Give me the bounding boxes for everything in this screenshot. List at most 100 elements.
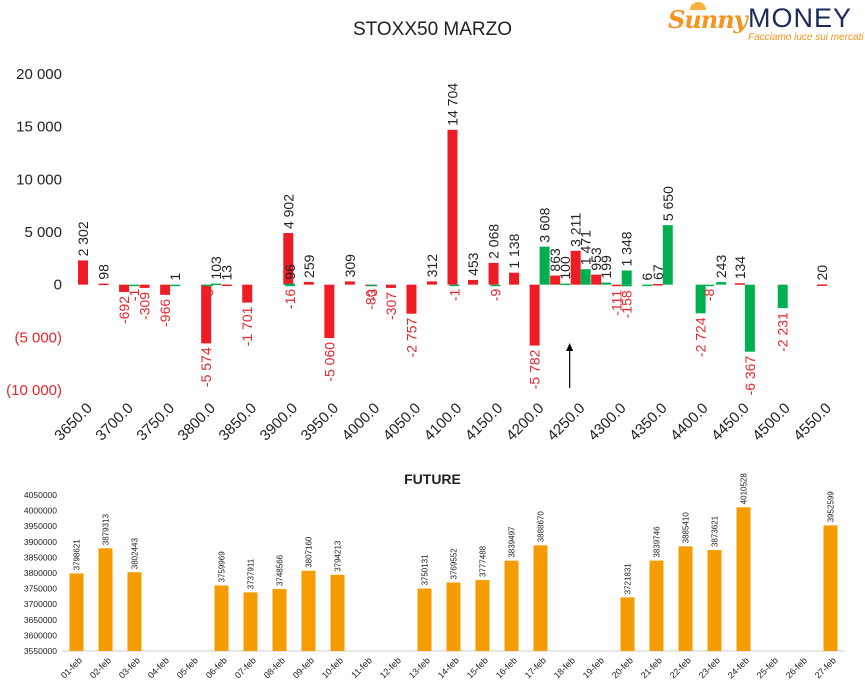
bar-green [490, 284, 501, 287]
bar-red [303, 281, 314, 285]
data-label: -5 574 [198, 347, 214, 387]
bar-green [777, 284, 788, 309]
bar-green [642, 284, 653, 287]
y-tick-label: 3900000 [24, 537, 57, 547]
bar-future [620, 597, 635, 651]
data-label: -1 701 [239, 306, 255, 346]
bar-red [324, 284, 335, 338]
data-label: -966 [157, 299, 173, 327]
bar-red [160, 284, 171, 295]
data-label: -6 367 [742, 356, 758, 396]
data-label: 1 348 [619, 231, 635, 266]
bar-red [817, 284, 827, 286]
bar-future [301, 570, 316, 651]
data-label: 96 [282, 264, 298, 280]
bar-green [285, 284, 296, 287]
data-label: 3839746 [653, 526, 662, 558]
x-tick-label: 13-feb [407, 655, 432, 680]
data-label: 3798621 [73, 539, 82, 571]
chart-title-stoxx50: STOXX50 MARZO [352, 19, 513, 40]
bar-red [611, 284, 622, 287]
data-label: 309 [342, 254, 358, 278]
bar-green [449, 284, 460, 287]
y-tick-label: (10 000) [6, 382, 62, 399]
stoxx50-oi-chart: 20 000 15 000 10 000 5 000 0 (5 000) (10 000) 3… [6, 66, 835, 444]
data-label: 3 211 [568, 213, 584, 247]
bar-red [344, 281, 355, 285]
bar-red [242, 284, 253, 303]
chart-title-future: FUTURE [404, 471, 461, 487]
y-tick-label: 3550000 [24, 646, 57, 656]
y-tick-label: 15 000 [16, 119, 62, 136]
data-label: 3737911 [247, 558, 256, 589]
bar-future [243, 592, 258, 651]
data-label: 3 608 [537, 207, 553, 242]
data-label: 2 302 [75, 221, 91, 256]
bar-future [707, 550, 722, 651]
bar-red [550, 275, 561, 285]
bar-future [649, 560, 664, 651]
data-label: -111 [609, 290, 625, 316]
sunny-money-logo: Sunny MONEY Facciamo luce sui mercati [668, 2, 864, 49]
bar-future [214, 585, 229, 651]
data-label: -9 [487, 289, 503, 302]
bar-red [468, 279, 479, 285]
data-label: 199 [598, 255, 614, 279]
data-label: 6 [639, 273, 655, 281]
x-tick-label: 09-feb [291, 655, 316, 680]
bar-red [119, 284, 130, 292]
bar-future [823, 525, 838, 651]
data-label: -8 [701, 289, 717, 302]
data-label: 3879313 [102, 514, 111, 546]
x-tick-label: 12-feb [378, 655, 403, 680]
y-tick-label: 3850000 [24, 552, 57, 562]
bar-green [170, 284, 181, 287]
bar-red [529, 284, 540, 346]
data-label: -3 [364, 288, 380, 301]
bar-future [446, 582, 461, 651]
x-tick-label: 11-feb [349, 655, 374, 680]
data-label: 3952599 [827, 491, 836, 523]
bar-future [417, 588, 432, 651]
data-label: 4010528 [740, 473, 749, 505]
data-label: 3748566 [276, 554, 285, 586]
bar-red [78, 260, 88, 285]
data-label: 5 650 [660, 186, 676, 221]
data-label: 3794213 [334, 540, 343, 572]
bar-green [211, 283, 222, 286]
x-tick-label: 03-feb [117, 655, 142, 680]
data-label: 98 [96, 264, 112, 280]
x-tick-label: 27-feb [813, 655, 838, 680]
bar-future [678, 546, 693, 651]
x-tick-label: 18-feb [552, 655, 577, 680]
bar-red [570, 250, 581, 285]
data-label: 4 902 [280, 194, 296, 229]
data-label: 67 [650, 264, 666, 280]
y-tick-label: 10 000 [16, 171, 62, 188]
bar-red [509, 272, 520, 285]
arrow-head-icon [566, 343, 574, 351]
x-tick-label: 21-feb [639, 655, 664, 680]
data-label: 13 [219, 265, 235, 281]
bar-red [139, 284, 150, 288]
logo-tagline: Facciamo luce sui mercati [748, 32, 864, 43]
data-label: 3873621 [711, 515, 720, 547]
bar-green [621, 270, 632, 285]
data-label: 20 [814, 265, 830, 281]
data-label: 3885410 [682, 512, 691, 544]
bar-green [716, 282, 727, 285]
data-label: 103 [208, 256, 224, 280]
bar-red [406, 284, 417, 314]
x-tick-label: 10-feb [320, 655, 345, 680]
data-label: 14 704 [445, 83, 461, 126]
bar-red [591, 274, 602, 285]
data-label: 134 [732, 256, 748, 280]
bar-green [662, 225, 673, 285]
bar-green [539, 246, 550, 285]
y-tick-label: 3650000 [24, 615, 57, 625]
y-tick-label: 4050000 [24, 490, 57, 500]
data-label: 312 [424, 254, 440, 278]
data-label: -2 724 [693, 317, 709, 357]
